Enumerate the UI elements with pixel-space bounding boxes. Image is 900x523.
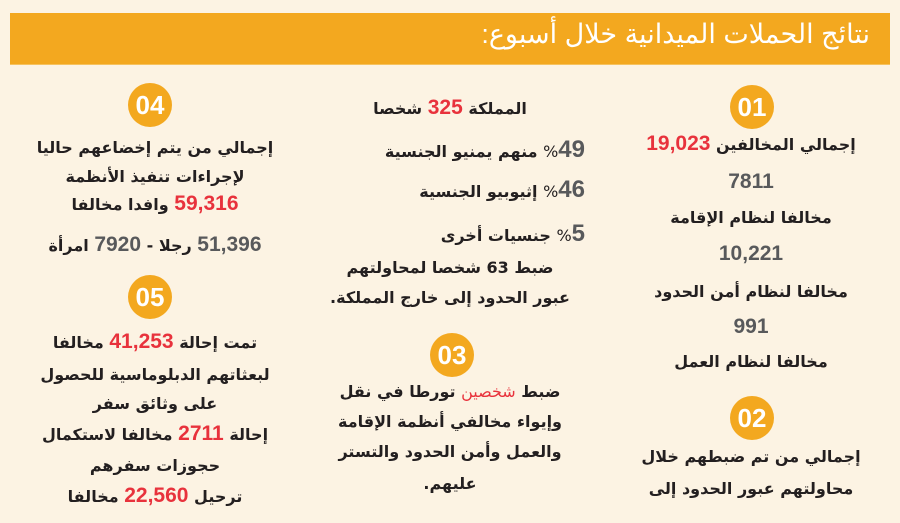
- s05-line-5: حجوزات سفرهم: [89, 456, 221, 475]
- label: مخالفا لاستكمال: [41, 425, 173, 444]
- other-share: 5% جنسيات أخرى: [305, 222, 585, 248]
- label: مخالفا: [52, 333, 104, 352]
- ethiopian-share: 46% إثيوبيو الجنسية: [305, 178, 585, 204]
- label: منهم يمنيو الجنسية: [384, 142, 538, 161]
- s02-line-1: إجمالي من تم ضبطهم خلال: [641, 447, 861, 466]
- kingdom-count: المملكة 325 شخصا: [305, 96, 595, 121]
- processed-count: 59,316: [174, 192, 239, 215]
- percent-sign: %: [543, 142, 559, 161]
- referred-count: 41,253: [109, 330, 174, 353]
- label: تمت إحالة: [179, 333, 258, 352]
- s04-line-1: إجمالي من يتم إخضاعهم حاليا: [36, 138, 274, 157]
- residency-label: مخالفا لنظام الإقامة: [670, 208, 832, 227]
- section-badge-01: 01: [730, 85, 774, 129]
- total-violators: إجمالي المخالفين 19,023: [620, 132, 882, 157]
- deported-count: 22,560: [124, 484, 189, 507]
- s04-line-3: 59,316 وافدا مخالفا: [15, 192, 295, 217]
- s03-line-2: وإيواء مخالفي أنظمة الإقامة: [338, 412, 562, 431]
- title-banner: نتائج الحملات الميدانية خلال أسبوع:: [10, 13, 890, 65]
- section-badge-02: 02: [730, 396, 774, 440]
- page-title: نتائج الحملات الميدانية خلال أسبوع:: [481, 19, 870, 49]
- label: مخالفا: [67, 487, 119, 506]
- label: ترحيل: [194, 487, 243, 506]
- total-violators-value: 19,023: [646, 132, 711, 155]
- s05-line-2: لبعثاتهم الدبلوماسية للحصول: [40, 365, 270, 384]
- border-count: 10,221: [718, 242, 784, 265]
- percent-sign: %: [556, 226, 572, 245]
- label: إجمالي المخالفين: [716, 135, 856, 154]
- section-badge-05: 05: [128, 275, 172, 319]
- exit-attempt-line-2: عبور الحدود إلى خارج المملكة.: [330, 288, 570, 307]
- booking-count: 2711: [178, 422, 224, 445]
- percent-sign: %: [543, 182, 559, 201]
- label: تورطا في نقل: [339, 382, 456, 401]
- s03-line-3: والعمل وأمن الحدود والتستر: [338, 442, 562, 461]
- exit-attempt-line-1: ضبط 63 شخصا لمحاولتهم: [346, 258, 554, 277]
- label: المملكة: [468, 99, 527, 118]
- label: امرأة: [48, 236, 89, 255]
- s02-line-2: محاولتهم عبور الحدود إلى: [648, 479, 854, 498]
- labor-count: 991: [733, 315, 769, 338]
- label: إحالة: [229, 425, 269, 444]
- label: جنسيات أخرى: [440, 226, 551, 245]
- s05-line-4: إحالة 2711 مخالفا لاستكمال: [15, 422, 295, 447]
- percent-value: 46: [558, 176, 585, 203]
- men-count: 51,396: [197, 233, 262, 256]
- label: رجلا -: [146, 236, 192, 255]
- border-label: مخالفا لنظام أمن الحدود: [654, 282, 848, 301]
- label: ضبط: [521, 382, 561, 401]
- women-count: 7920: [94, 233, 142, 256]
- s03-line-4: عليهم.: [423, 474, 477, 493]
- section-badge-04: 04: [128, 83, 172, 127]
- section-badge-03: 03: [430, 333, 474, 377]
- percent-value: 49: [558, 136, 585, 163]
- s05-line-1: تمت إحالة 41,253 مخالفا: [15, 330, 295, 355]
- percent-value: 5: [571, 220, 585, 247]
- highlight: شخصين: [461, 382, 516, 401]
- kingdom-count-value: 325: [427, 96, 463, 119]
- s03-line-1: ضبط شخصين تورطا في نقل: [305, 380, 595, 404]
- label: شخصا: [373, 99, 423, 118]
- residency-count: 7811: [728, 170, 774, 193]
- s05-line-6: ترحيل 22,560 مخالفا: [15, 484, 295, 509]
- gender-breakdown: 51,396 رجلا - 7920 امرأة: [15, 233, 295, 258]
- label: إثيوبيو الجنسية: [419, 182, 538, 201]
- label: وافدا مخالفا: [71, 195, 169, 214]
- s05-line-3: على وثائق سفر: [92, 394, 218, 413]
- yemeni-share: 49% منهم يمنيو الجنسية: [305, 138, 585, 164]
- s04-line-2: لإجراءات تنفيذ الأنظمة: [65, 167, 245, 186]
- labor-label: مخالفا لنظام العمل: [674, 352, 828, 371]
